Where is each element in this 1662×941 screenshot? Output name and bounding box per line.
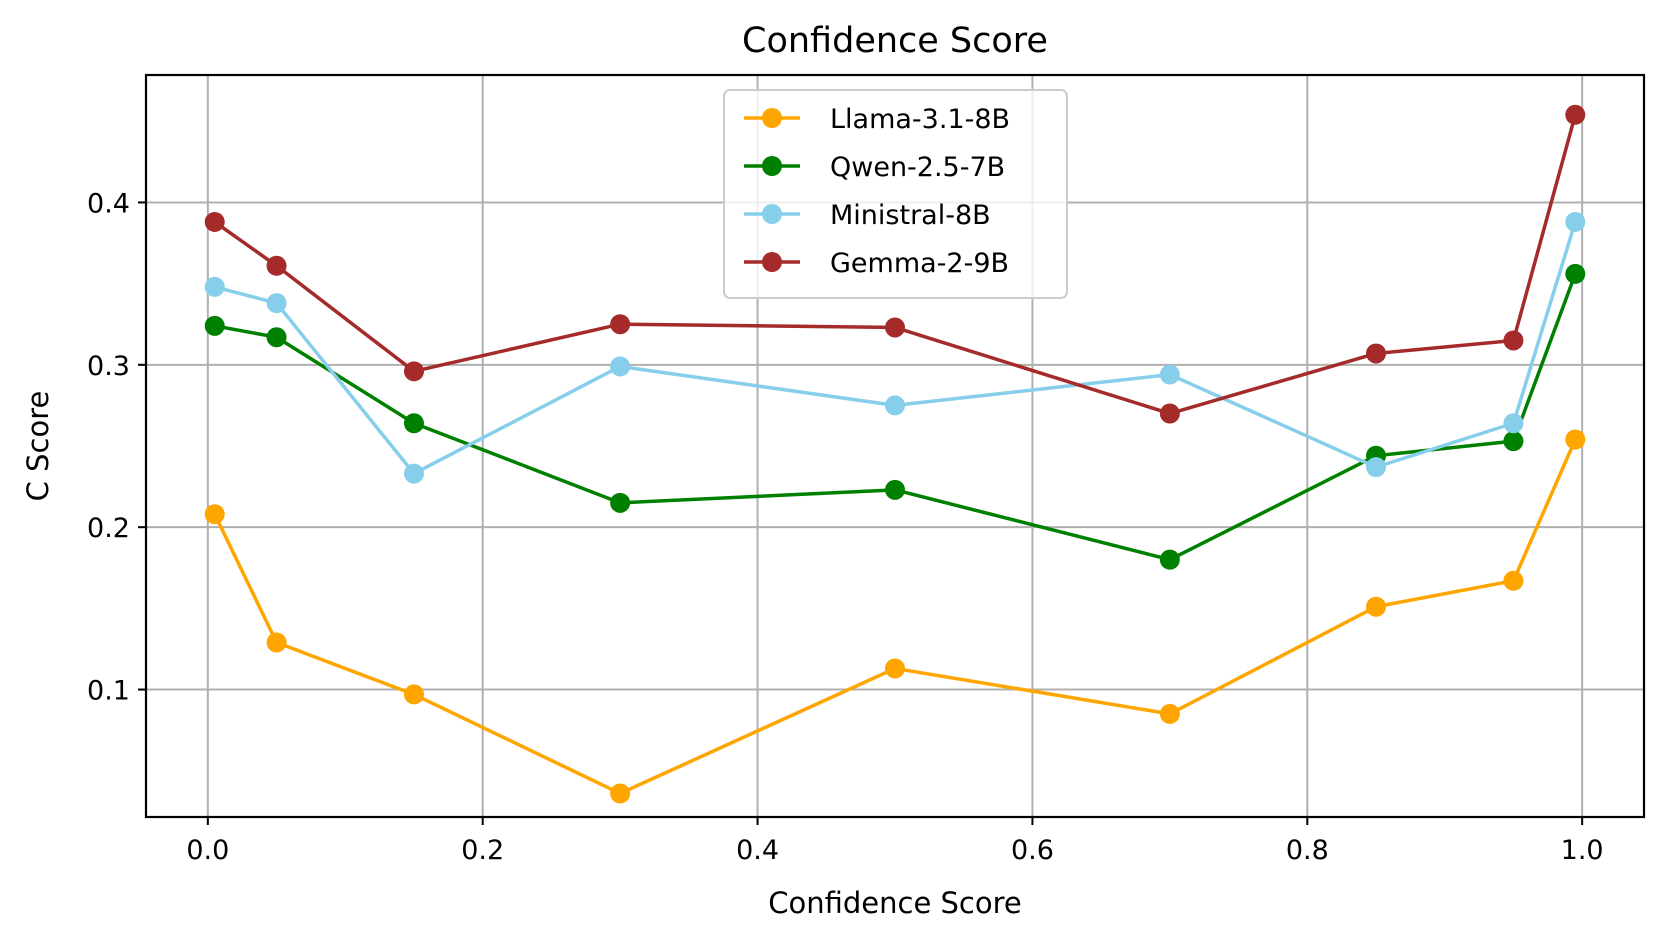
y-tick-label: 0.4 [87,188,130,219]
axis-ticks: 0.0 0.2 0.4 0.6 0.8 1.0 0.1 0.2 0.3 0.4 [87,188,1604,866]
data-point [1565,104,1586,125]
series-qwen-2-5-7b [204,263,1586,570]
data-point [1503,413,1524,434]
legend-label: Qwen-2.5-7B [830,152,1005,183]
chart-title: Confidence Score [742,21,1048,61]
data-point [885,395,905,416]
data-point [1159,549,1180,570]
data-point [885,658,905,679]
legend-entry: Qwen-2.5-7B [744,152,1005,183]
data-point [1159,703,1180,724]
x-tick-label: 0.8 [1286,835,1329,866]
y-axis-label: C Score [21,391,55,502]
data-point [266,293,287,314]
y-tick-label: 0.1 [87,676,130,707]
legend-entry: Llama-3.1-8B [744,104,1010,135]
legend-entry: Ministral-8B [744,200,991,231]
data-point [403,463,424,484]
data-point [403,684,424,705]
data-point [266,327,287,348]
data-point [610,314,631,335]
data-point [266,632,287,653]
legend-marker [762,156,782,176]
data-point [266,255,287,276]
data-point [610,783,631,804]
data-point [1159,364,1180,385]
x-axis-label: Confidence Score [768,886,1022,920]
data-point [1503,570,1524,591]
data-point [1565,211,1586,232]
plot-frame [144,73,1646,819]
data-point [1366,343,1387,364]
legend: Llama-3.1-8B Qwen-2.5-7B Ministral-8B Gemma… [723,89,1068,299]
y-tick-label: 0.2 [87,513,130,544]
data-point [1503,431,1524,452]
data-point [1565,429,1586,450]
legend-marker [762,252,782,272]
legend-label: Llama-3.1-8B [830,104,1010,135]
legend-label: Ministral-8B [830,200,991,231]
legend-marker [762,204,782,224]
data-point [1366,596,1387,617]
data-point [885,317,905,338]
data-point [1366,457,1387,478]
data-point [204,504,225,525]
data-point [610,492,631,513]
x-tick-label: 0.0 [186,835,229,866]
legend-entry: Gemma-2-9B [744,248,1009,279]
data-point [610,356,631,377]
data-point [204,315,225,336]
data-point [885,479,905,500]
y-tick-label: 0.3 [87,351,130,382]
series-layer [204,104,1586,804]
data-point [204,276,225,297]
series-ministral-8b [204,211,1586,484]
series-llama-3-1-8b [204,429,1586,804]
series-gemma-2-9b [204,104,1586,424]
data-point [1565,263,1586,284]
x-tick-label: 0.2 [461,835,504,866]
data-point [403,413,424,434]
x-tick-label: 0.4 [736,835,779,866]
legend-marker [762,108,782,128]
data-point [1159,403,1180,424]
x-tick-label: 1.0 [1561,835,1604,866]
legend-label: Gemma-2-9B [830,248,1009,279]
x-tick-label: 0.6 [1011,835,1054,866]
legend-box [723,89,1068,299]
data-point [204,211,225,232]
data-point [403,361,424,382]
data-point [1503,330,1524,351]
